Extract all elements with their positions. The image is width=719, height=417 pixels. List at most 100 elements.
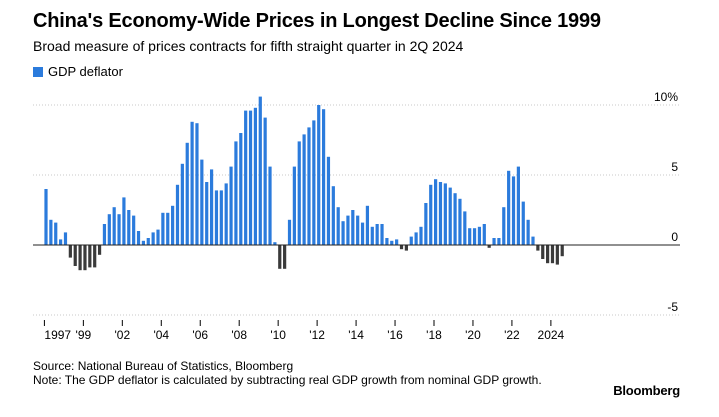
bar — [171, 205, 175, 245]
bar — [83, 245, 87, 271]
bar — [273, 242, 277, 245]
legend-swatch — [33, 66, 43, 77]
x-tick-label: 2024 — [538, 328, 565, 342]
bar — [122, 197, 126, 245]
bar — [268, 166, 272, 245]
bar — [78, 245, 82, 271]
bar — [375, 224, 379, 245]
bar — [132, 215, 136, 245]
bar — [321, 109, 326, 245]
x-tick-label: '99 — [76, 328, 92, 342]
bar — [380, 224, 384, 245]
bar — [414, 232, 418, 245]
bar — [536, 245, 540, 251]
bar — [229, 166, 233, 245]
x-tick-label: '18 — [426, 328, 442, 342]
bar — [73, 245, 77, 266]
footnote: Note: The GDP deflator is calculated by … — [33, 373, 542, 387]
bar — [136, 231, 141, 245]
bloomberg-logo: Bloomberg — [613, 383, 680, 398]
bar — [112, 207, 116, 245]
bar — [458, 198, 462, 245]
bar — [463, 211, 467, 245]
bar — [516, 166, 520, 245]
bar — [492, 238, 496, 245]
bar — [205, 182, 209, 245]
x-tick-label: '12 — [309, 328, 325, 342]
bar — [531, 236, 535, 245]
bar — [560, 245, 564, 257]
bar — [258, 96, 262, 245]
bar — [443, 183, 447, 245]
bar — [244, 110, 248, 245]
bar — [370, 226, 374, 245]
chart-subtitle: Broad measure of prices contracts for fi… — [33, 38, 464, 54]
bar — [477, 226, 482, 245]
bar — [54, 222, 58, 245]
bar — [429, 184, 433, 245]
x-tick-label: '20 — [465, 328, 481, 342]
bar — [107, 214, 111, 245]
bar — [346, 215, 350, 245]
bar — [278, 245, 282, 269]
bar — [127, 210, 131, 245]
bar — [93, 245, 97, 268]
bar — [63, 232, 68, 245]
y-tick-label: -5 — [667, 300, 678, 314]
bar — [44, 189, 48, 245]
bar — [219, 190, 223, 245]
bar — [224, 183, 228, 245]
bar — [448, 187, 452, 245]
bar — [326, 156, 331, 245]
x-tick-label: '10 — [270, 328, 286, 342]
bar — [68, 245, 72, 258]
bar — [360, 222, 365, 245]
legend-label: GDP deflator — [48, 64, 123, 79]
bar — [424, 203, 428, 245]
x-tick-label: '04 — [153, 328, 169, 342]
bar — [312, 120, 316, 245]
bar — [419, 226, 423, 245]
bar — [200, 159, 204, 245]
bar — [146, 238, 150, 245]
bar — [351, 210, 355, 245]
bar — [438, 182, 443, 245]
bar — [399, 245, 404, 250]
x-tick-label: '14 — [348, 328, 364, 342]
chart-title: China's Economy-Wide Prices in Longest D… — [33, 10, 601, 32]
bar — [365, 205, 370, 245]
bar — [214, 190, 219, 245]
bar — [472, 228, 477, 245]
bar — [546, 245, 550, 264]
bar — [88, 245, 92, 268]
bar — [292, 166, 296, 245]
bar — [468, 228, 472, 245]
bar — [195, 123, 199, 245]
bar — [507, 170, 511, 245]
bar — [175, 184, 180, 245]
bar — [239, 133, 243, 245]
x-tick-label: 1997 — [44, 328, 71, 342]
bar — [356, 215, 360, 245]
y-tick-label: 5 — [671, 160, 678, 174]
source-note: Source: National Bureau of Statistics, B… — [33, 359, 294, 373]
bar — [541, 245, 545, 259]
bar — [234, 141, 238, 245]
bar — [511, 176, 516, 245]
bar — [390, 240, 394, 245]
x-tick-label: '08 — [231, 328, 247, 342]
bar — [283, 245, 287, 269]
bar — [102, 224, 107, 245]
bar — [151, 232, 155, 245]
x-tick-label: '16 — [387, 328, 403, 342]
bar — [190, 121, 194, 245]
bar — [497, 238, 501, 245]
bar — [409, 236, 413, 245]
bar — [156, 229, 160, 245]
bar — [550, 245, 555, 264]
bar — [336, 207, 340, 245]
x-tick-label: '02 — [114, 328, 130, 342]
bar — [287, 219, 292, 245]
y-tick-label: 10% — [654, 90, 678, 104]
